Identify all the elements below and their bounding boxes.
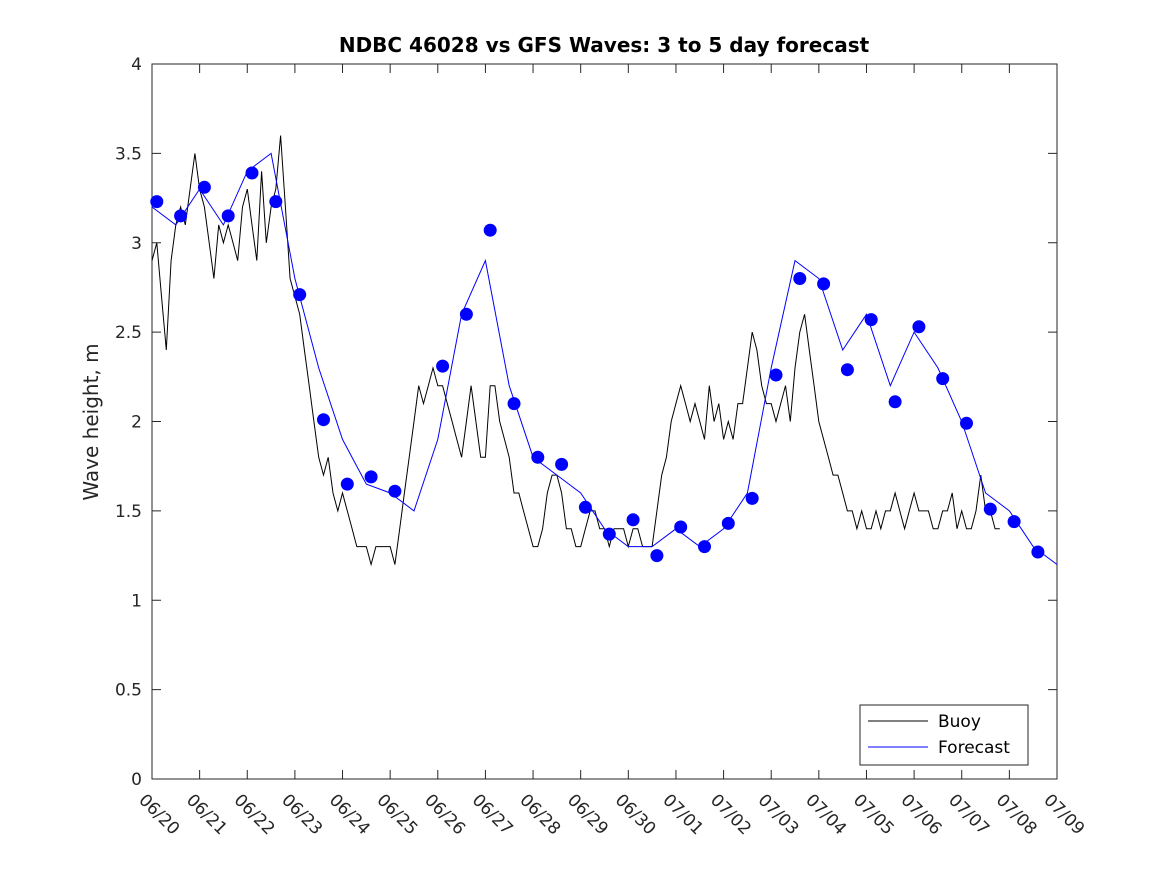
forecast-point bbox=[436, 359, 450, 373]
x-tick-label: 07/09 bbox=[1039, 790, 1088, 839]
x-tick-label: 06/25 bbox=[373, 790, 422, 839]
forecast-point bbox=[388, 484, 402, 498]
forecast-point bbox=[602, 527, 616, 541]
forecast-point bbox=[936, 372, 950, 386]
forecast-point bbox=[840, 363, 854, 377]
y-tick-label: 0 bbox=[131, 770, 142, 790]
forecast-point bbox=[698, 540, 711, 554]
y-tick-label: 0.5 bbox=[115, 681, 142, 701]
forecast-point bbox=[888, 395, 902, 409]
x-tick-label: 07/04 bbox=[801, 790, 850, 839]
series-layer bbox=[150, 135, 1058, 567]
y-tick-label: 1 bbox=[131, 591, 142, 611]
y-tick-label: 3 bbox=[131, 234, 142, 254]
forecast-point bbox=[960, 416, 973, 430]
x-tick-label: 07/01 bbox=[658, 790, 707, 839]
x-tick-label: 06/20 bbox=[134, 790, 183, 839]
series-buoy bbox=[151, 135, 1000, 567]
forecast-point bbox=[817, 277, 831, 291]
x-tick-label: 06/28 bbox=[516, 790, 565, 839]
forecast-point bbox=[1007, 515, 1021, 529]
forecast-point bbox=[745, 491, 759, 505]
y-tick-label: 2.5 bbox=[115, 323, 142, 343]
forecast-point bbox=[531, 450, 545, 464]
forecast-point bbox=[221, 209, 235, 223]
x-tick-label: 06/30 bbox=[611, 790, 660, 839]
forecast-point bbox=[317, 413, 330, 427]
x-tick-label: 06/21 bbox=[182, 790, 231, 839]
forecast-point bbox=[769, 368, 783, 382]
x-tick-label: 07/02 bbox=[706, 790, 755, 839]
y-tick-label: 2 bbox=[131, 413, 142, 433]
forecast-point bbox=[983, 502, 997, 516]
forecast-point bbox=[721, 516, 735, 530]
x-tick-label: 07/07 bbox=[944, 790, 993, 839]
x-tick-label: 06/23 bbox=[277, 790, 326, 839]
x-tick-label: 07/05 bbox=[849, 790, 898, 839]
series-forecast bbox=[151, 152, 1058, 565]
y-tick-label: 1.5 bbox=[115, 502, 142, 522]
forecast-point bbox=[293, 288, 307, 302]
x-tick-label: 07/06 bbox=[897, 790, 946, 839]
x-tick-label: 06/22 bbox=[230, 790, 279, 839]
y-axis: 0 0.5 1 1.5 2 2.5 3 3.5 4 bbox=[115, 55, 1057, 790]
y-tick-label: 4 bbox=[131, 55, 142, 75]
forecast-point bbox=[197, 180, 211, 194]
forecast-point bbox=[674, 520, 688, 534]
forecast-point bbox=[269, 195, 283, 209]
y-axis-label: Wave height, m bbox=[79, 343, 103, 500]
legend-label-buoy: Buoy bbox=[938, 712, 981, 732]
forecast-point bbox=[650, 549, 664, 563]
legend-box bbox=[859, 704, 1029, 766]
legend: Buoy Forecast bbox=[859, 704, 1029, 766]
forecast-point bbox=[793, 272, 807, 285]
forecast-point bbox=[364, 470, 378, 484]
forecast-point bbox=[150, 195, 164, 209]
forecast-point bbox=[1031, 545, 1045, 559]
legend-label-forecast: Forecast bbox=[938, 738, 1010, 758]
chart-title: NDBC 46028 vs GFS Waves: 3 to 5 day fore… bbox=[339, 33, 870, 57]
x-tick-label: 06/27 bbox=[468, 790, 517, 839]
forecast-point bbox=[912, 320, 926, 334]
forecast-point bbox=[245, 166, 259, 180]
x-tick-label: 06/26 bbox=[420, 790, 469, 839]
forecast-point bbox=[507, 397, 521, 411]
forecast-point bbox=[174, 209, 188, 223]
y-tick-label: 3.5 bbox=[115, 144, 142, 164]
plot-area bbox=[151, 63, 1058, 780]
x-tick-label: 06/29 bbox=[563, 790, 612, 839]
forecast-point bbox=[340, 477, 354, 491]
forecast-point bbox=[864, 313, 878, 327]
forecast-point bbox=[459, 307, 473, 321]
forecast-point bbox=[483, 223, 497, 237]
forecast-point bbox=[555, 457, 569, 471]
forecast-point bbox=[578, 500, 592, 514]
x-tick-label: 06/24 bbox=[325, 790, 374, 839]
x-tick-label: 07/08 bbox=[992, 790, 1041, 839]
x-tick-label: 07/03 bbox=[754, 790, 803, 839]
forecast-point bbox=[626, 513, 640, 527]
